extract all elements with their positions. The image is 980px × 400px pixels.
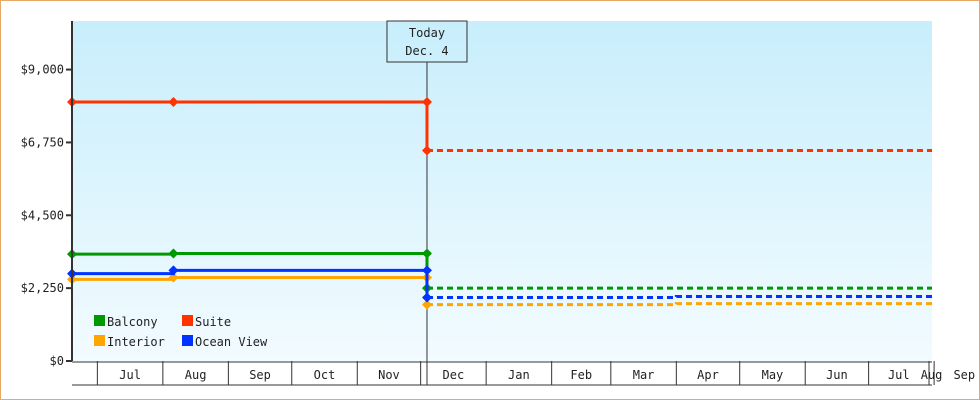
y-tick-label: $4,500 (21, 208, 64, 222)
today-label: Today (409, 26, 445, 40)
x-tick-label: Sep (249, 368, 271, 382)
x-tick-label: Aug (185, 368, 207, 382)
data-point (421, 292, 432, 303)
today-date: Dec. 4 (405, 44, 448, 58)
data-point (421, 145, 432, 156)
today-box (386, 20, 468, 63)
x-tick-label: Apr (697, 368, 719, 382)
y-tick-label: $6,750 (21, 135, 64, 149)
plot-area (72, 21, 932, 361)
y-tick-label: $2,250 (21, 281, 64, 295)
legend-label: Suite (195, 315, 231, 329)
data-point (421, 265, 432, 276)
series-forecast-line (426, 295, 932, 300)
x-tick-label: Jun (826, 368, 848, 382)
legend-label: Ocean View (195, 335, 268, 349)
x-tick-label: May (762, 368, 784, 382)
y-tick-label: $0 (50, 354, 64, 368)
x-tick-label: Mar (633, 368, 655, 382)
series-history-line (72, 100, 429, 151)
x-tick-label: Sep (953, 368, 975, 382)
legend-swatch (94, 335, 105, 346)
legend-label: Balcony (107, 315, 158, 329)
legend-label: Interior (107, 335, 165, 349)
data-point (168, 265, 179, 276)
legend-swatch (94, 315, 105, 326)
x-tick-label: Dec (443, 368, 465, 382)
data-point (168, 248, 179, 259)
x-tick-label: Jan (508, 368, 530, 382)
y-tick-label: $9,000 (21, 63, 64, 77)
legend-swatch (182, 315, 193, 326)
data-point (168, 96, 179, 107)
x-tick-label: Jul (119, 368, 141, 382)
data-point (421, 96, 432, 107)
x-tick-label: Aug (921, 368, 943, 382)
x-tick-label: Oct (314, 368, 336, 382)
x-tick-label: Nov (378, 368, 400, 382)
x-tick-label: Jul (888, 368, 910, 382)
series-forecast-line (426, 302, 932, 307)
data-point (421, 248, 432, 259)
legend-swatch (182, 335, 193, 346)
x-tick-label: Feb (570, 368, 592, 382)
data-point (421, 299, 432, 310)
legend: Balcony Suite Interior Ocean View (94, 315, 268, 349)
